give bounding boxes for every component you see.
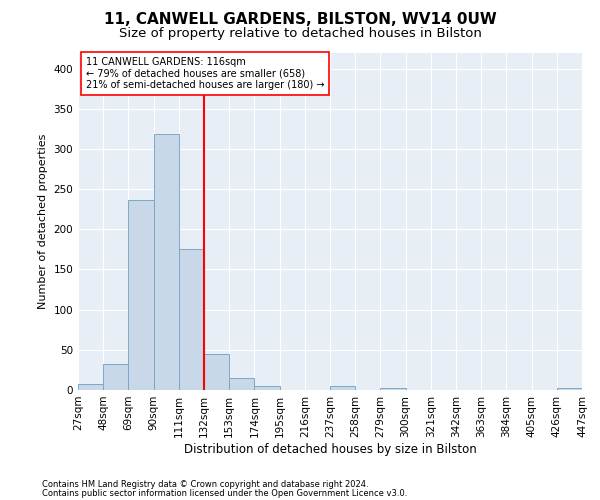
Bar [179, 248, 204, 390]
Y-axis label: Number of detached properties: Number of detached properties [38, 134, 48, 309]
Bar [557, 388, 582, 390]
Text: Size of property relative to detached houses in Bilston: Size of property relative to detached ho… [119, 28, 481, 40]
Bar [380, 388, 406, 390]
Bar [128, 200, 154, 390]
Bar [78, 384, 103, 390]
Bar [204, 354, 229, 390]
Bar [103, 364, 128, 390]
Text: Contains public sector information licensed under the Open Government Licence v3: Contains public sector information licen… [42, 490, 407, 498]
Bar [254, 386, 280, 390]
Bar [154, 134, 179, 390]
Text: 11 CANWELL GARDENS: 116sqm
← 79% of detached houses are smaller (658)
21% of sem: 11 CANWELL GARDENS: 116sqm ← 79% of deta… [86, 56, 324, 90]
Bar [229, 378, 254, 390]
X-axis label: Distribution of detached houses by size in Bilston: Distribution of detached houses by size … [184, 442, 476, 456]
Bar [330, 386, 355, 390]
Text: 11, CANWELL GARDENS, BILSTON, WV14 0UW: 11, CANWELL GARDENS, BILSTON, WV14 0UW [104, 12, 496, 28]
Text: Contains HM Land Registry data © Crown copyright and database right 2024.: Contains HM Land Registry data © Crown c… [42, 480, 368, 489]
